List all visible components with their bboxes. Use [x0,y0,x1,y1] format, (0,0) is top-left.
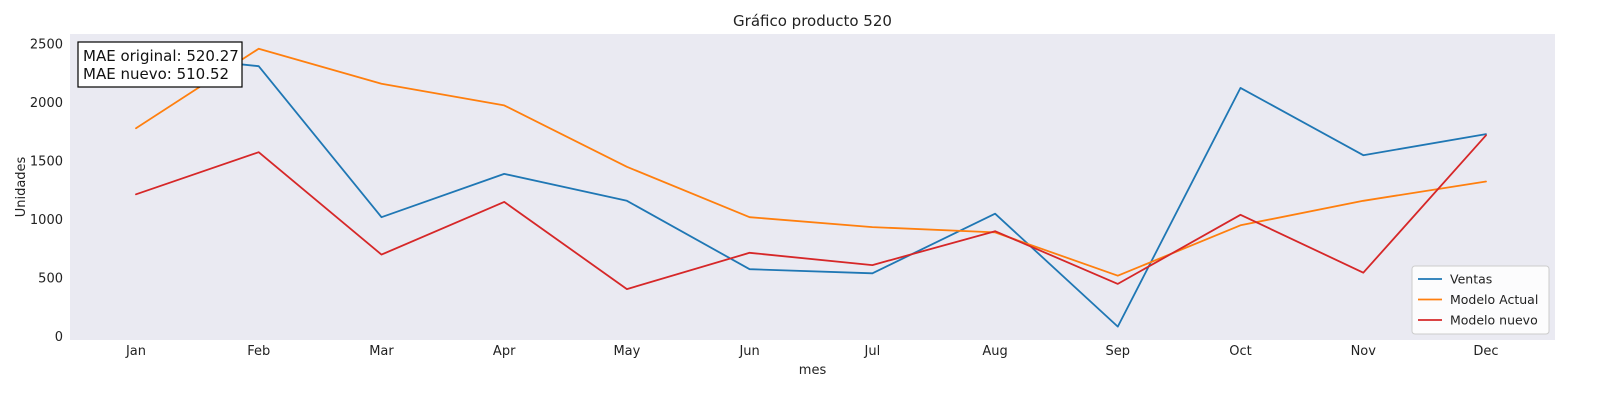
series-line-modelo-actual [135,47,1487,277]
legend-item-modelo-actual[interactable]: Modelo Actual [1418,292,1538,307]
x-tick-label-jul: Jul [864,344,881,359]
x-axis-label: mes [799,363,827,378]
x-tick-label-dec: Dec [1473,344,1498,359]
mae-original-text: MAE original: 520.27 [83,47,239,65]
series-line-ventas [135,52,1487,328]
y-tick-label-2500: 2500 [30,38,63,53]
x-tick-label-oct: Oct [1229,344,1251,359]
x-tick-label-mar: Mar [369,344,394,359]
legend-label: Modelo Actual [1450,292,1538,307]
mae-annotation-box: MAE original: 520.27 MAE nuevo: 510.52 [77,41,243,88]
legend-label: Modelo nuevo [1450,313,1538,328]
legend-item-modelo-nuevo[interactable]: Modelo nuevo [1418,313,1538,328]
series-line-modelo-nuevo [135,134,1487,291]
legend-label: Ventas [1450,272,1492,287]
x-tick-label-aug: Aug [982,344,1007,359]
x-axis-ticks: Jan Feb Mar Apr May Jun Jul Aug Sep Oct Nov Dec [125,344,1499,359]
x-tick-label-jun: Jun [738,344,759,359]
y-tick-label-1000: 1000 [30,213,63,228]
x-tick-label-feb: Feb [247,344,270,359]
y-axis-ticks: 0 500 1000 1500 2000 2500 [30,38,63,346]
x-tick-label-sep: Sep [1106,344,1131,359]
x-tick-label-apr: Apr [493,344,516,359]
legend-frame [1411,265,1550,335]
y-tick-label-1500: 1500 [30,155,63,170]
chart-title: Gráfico producto 520 [733,12,892,30]
x-tick-label-jan: Jan [125,344,146,359]
plot-area [70,34,1555,340]
mae-nuevo-text: MAE nuevo: 510.52 [83,65,229,83]
y-tick-label-2000: 2000 [30,96,63,111]
y-tick-label-0: 0 [55,330,63,345]
x-tick-label-nov: Nov [1351,344,1377,359]
x-tick-label-may: May [613,344,640,359]
mae-annotation-frame [77,41,243,88]
y-axis-label: Unidades [14,156,29,217]
legend[interactable]: Ventas Modelo Actual Modelo nuevo [1411,265,1550,335]
y-tick-label-500: 500 [38,272,63,287]
legend-item-ventas[interactable]: Ventas [1418,272,1492,287]
series-layer [135,47,1487,328]
